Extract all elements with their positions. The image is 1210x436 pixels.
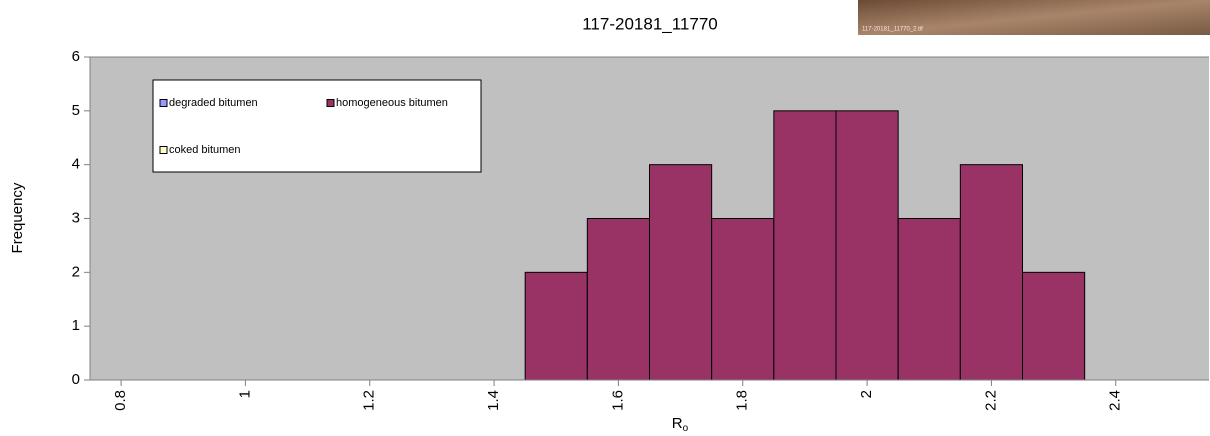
x-tick-label: 1.2 — [361, 390, 378, 411]
bar — [1022, 271, 1086, 381]
y-tick-label: 3 — [72, 209, 80, 226]
bar — [835, 110, 899, 381]
y-tick-label: 1 — [72, 317, 80, 334]
bar — [649, 164, 713, 381]
bar — [897, 218, 961, 381]
y-tick-label: 6 — [72, 48, 80, 65]
legend-label: coked bitumen — [169, 144, 241, 156]
bar — [773, 110, 837, 381]
x-axis-label-subscript: o — [683, 423, 689, 434]
thumbnail-image — [858, 0, 1210, 35]
legend-swatch — [159, 99, 168, 107]
y-tick-label: 0 — [72, 371, 80, 388]
image-caption: 117-20181_11770_2.tif — [862, 27, 923, 33]
bar — [524, 271, 588, 381]
legend-label: degraded bitumen — [169, 97, 258, 109]
legend-box — [152, 79, 482, 173]
x-tick-label: 2.4 — [1107, 390, 1124, 411]
x-tick-label: 1 — [236, 390, 253, 398]
chart-title: 117-20181_11770 — [582, 14, 718, 33]
x-tick-label: 0.8 — [112, 390, 129, 411]
x-tick-label: 2 — [858, 390, 875, 398]
bar — [959, 164, 1023, 381]
legend-swatch — [159, 146, 168, 154]
y-axis-label: Frequency — [9, 182, 26, 253]
bar — [586, 218, 650, 381]
y-tick-label: 5 — [72, 102, 80, 119]
bar — [711, 218, 775, 381]
x-tick-label: 1.4 — [485, 390, 502, 411]
y-tick-label: 4 — [72, 156, 80, 173]
x-tick-label: 1.6 — [609, 390, 626, 411]
x-tick-label: 1.8 — [734, 390, 751, 411]
legend-label: homogeneous bitumen — [336, 97, 448, 109]
x-tick-label: 2.2 — [982, 390, 999, 411]
legend-swatch — [326, 99, 335, 107]
x-axis-label-main: R — [672, 415, 683, 432]
y-tick-label: 2 — [72, 263, 80, 280]
x-axis-label: Ro — [672, 415, 689, 434]
